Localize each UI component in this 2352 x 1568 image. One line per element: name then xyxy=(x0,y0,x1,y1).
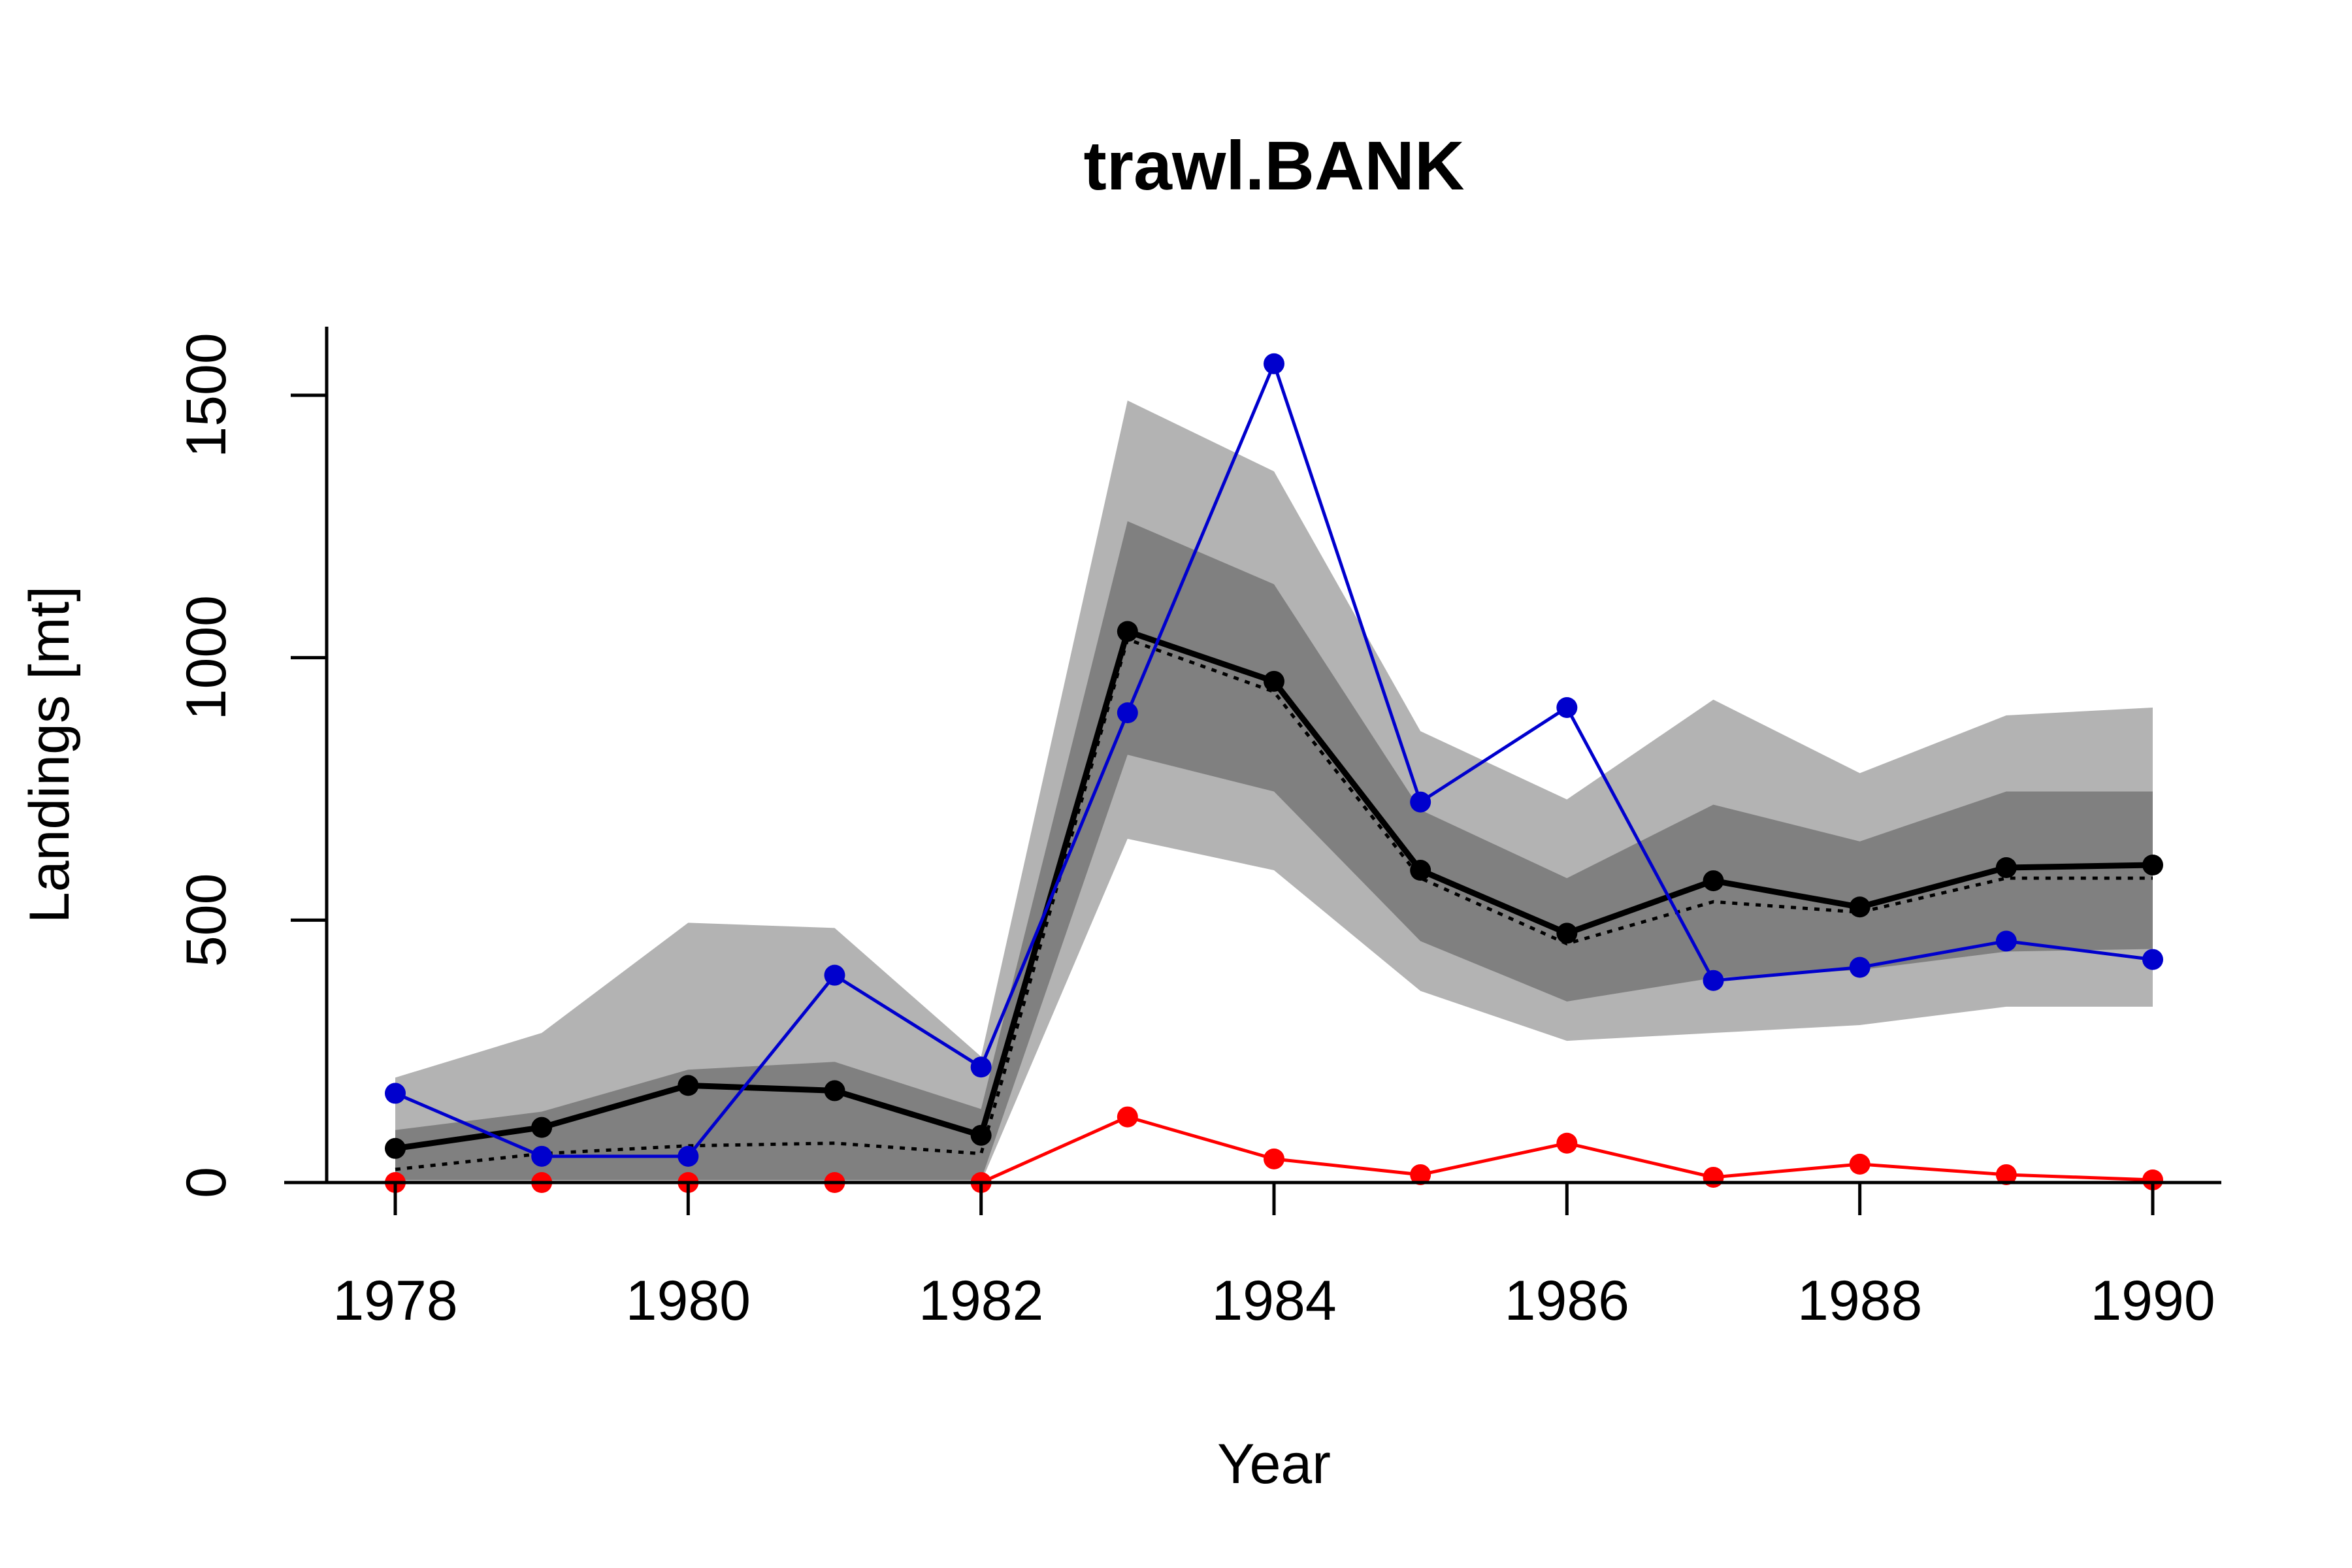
data-point xyxy=(385,1083,406,1104)
data-point xyxy=(678,1145,699,1167)
x-tick-label: 1986 xyxy=(1505,1269,1629,1332)
data-point xyxy=(1117,621,1138,642)
data-point xyxy=(531,1117,553,1138)
data-point xyxy=(2142,1169,2163,1190)
data-point xyxy=(1703,970,1724,991)
data-point xyxy=(2142,949,2163,970)
axes xyxy=(284,327,2221,1184)
data-point xyxy=(1556,696,1578,718)
data-point xyxy=(1410,1164,1431,1185)
data-point xyxy=(1703,870,1724,892)
data-point xyxy=(1410,791,1431,813)
y-tick-label: 1000 xyxy=(175,595,238,720)
data-point xyxy=(1849,896,1870,918)
data-point xyxy=(1264,353,1284,374)
data-point xyxy=(1849,1153,1870,1175)
x-axis-title: Year xyxy=(1217,1433,1331,1495)
data-point xyxy=(1849,956,1870,978)
data-point xyxy=(1556,923,1578,944)
data-point xyxy=(824,964,845,986)
data-point xyxy=(1117,702,1138,724)
series-0 xyxy=(385,621,2163,1159)
data-point xyxy=(824,1080,845,1102)
band-inner xyxy=(395,521,2153,1180)
tick-marks: 1978 1980 1982 1984 1986 1988 1990 0 500 1000 1500 xyxy=(175,333,2215,1332)
x-tick-label: 1980 xyxy=(626,1269,751,1332)
x-tick-label: 1988 xyxy=(1797,1269,1922,1332)
y-tick-label: 500 xyxy=(175,874,238,968)
data-point xyxy=(1264,1148,1284,1169)
data-point xyxy=(1264,670,1284,692)
x-tick-label: 1990 xyxy=(2090,1269,2215,1332)
series-2 xyxy=(385,353,2163,1167)
data-point xyxy=(970,1056,992,1078)
y-axis-title: Landings [mt] xyxy=(18,586,81,923)
data-point xyxy=(1995,857,2017,878)
data-point xyxy=(385,1137,406,1159)
data-point xyxy=(1117,1106,1138,1128)
data-point xyxy=(678,1075,699,1096)
x-tick-label: 1978 xyxy=(333,1269,457,1332)
y-tick-label: 1500 xyxy=(175,333,238,457)
data-point xyxy=(2142,854,2163,875)
data-point xyxy=(1703,1166,1724,1188)
data-point xyxy=(531,1145,553,1167)
data-point xyxy=(1995,930,2017,952)
y-tick-label: 0 xyxy=(175,1167,238,1198)
confidence-bands xyxy=(395,400,2153,1183)
data-point xyxy=(970,1124,992,1146)
chart-title: trawl.BANK xyxy=(1083,127,1464,204)
data-point xyxy=(1995,1164,2017,1185)
x-tick-label: 1984 xyxy=(1211,1269,1336,1332)
x-tick-label: 1982 xyxy=(919,1269,1043,1332)
data-point xyxy=(1556,1132,1578,1154)
data-point xyxy=(1410,860,1431,881)
